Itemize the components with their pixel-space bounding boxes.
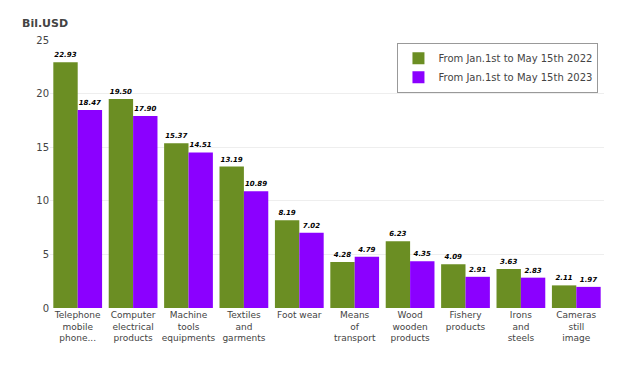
svg-text:20: 20	[36, 88, 49, 99]
svg-text:1.97: 1.97	[580, 276, 597, 284]
svg-text:4.09: 4.09	[445, 253, 462, 261]
svg-text:Fisheryproducts: Fisheryproducts	[446, 310, 486, 332]
svg-text:8.19: 8.19	[278, 209, 295, 217]
svg-text:Bil.USD: Bil.USD	[22, 17, 68, 30]
svg-text:15.37: 15.37	[165, 132, 187, 140]
svg-text:Woodwoodenproducts: Woodwoodenproducts	[390, 310, 430, 343]
svg-text:4.28: 4.28	[334, 251, 351, 259]
svg-text:6.23: 6.23	[389, 230, 406, 238]
svg-text:17.90: 17.90	[134, 105, 156, 113]
svg-text:Ironsandsteels: Ironsandsteels	[508, 310, 535, 343]
svg-text:22.93: 22.93	[54, 51, 76, 59]
svg-text:7.02: 7.02	[303, 222, 320, 230]
svg-text:From Jan.1st to May 15th 2022: From Jan.1st to May 15th 2022	[438, 53, 592, 64]
svg-text:Camerasstillimage: Camerasstillimage	[556, 310, 596, 343]
svg-text:3.63: 3.63	[500, 258, 517, 266]
svg-text:14.51: 14.51	[190, 141, 212, 149]
svg-text:13.19: 13.19	[221, 156, 243, 164]
svg-text:15: 15	[36, 142, 49, 153]
svg-text:2.11: 2.11	[555, 274, 572, 282]
svg-text:Computerelectricalproducts: Computerelectricalproducts	[111, 310, 156, 343]
svg-text:Telephonemobilephone...: Telephonemobilephone...	[54, 310, 101, 343]
svg-text:2.91: 2.91	[469, 266, 486, 274]
svg-text:18.47: 18.47	[79, 99, 101, 107]
svg-text:19.50: 19.50	[110, 88, 132, 96]
svg-text:Foot wear: Foot wear	[277, 310, 322, 320]
svg-text:0: 0	[43, 303, 49, 314]
svg-text:4.35: 4.35	[414, 250, 431, 258]
svg-text:10: 10	[36, 195, 49, 206]
svg-text:5: 5	[43, 249, 49, 260]
svg-text:Machinetoolsequipments: Machinetoolsequipments	[162, 310, 216, 343]
svg-text:4.79: 4.79	[358, 246, 375, 254]
svg-text:2.83: 2.83	[524, 267, 541, 275]
svg-text:From Jan.1st to May 15th 2023: From Jan.1st to May 15th 2023	[438, 72, 592, 83]
svg-text:25: 25	[36, 35, 49, 46]
svg-text:Textilesandgarments: Textilesandgarments	[222, 310, 265, 343]
svg-text:Meansoftransport: Meansoftransport	[334, 310, 376, 343]
svg-text:10.89: 10.89	[245, 180, 267, 188]
